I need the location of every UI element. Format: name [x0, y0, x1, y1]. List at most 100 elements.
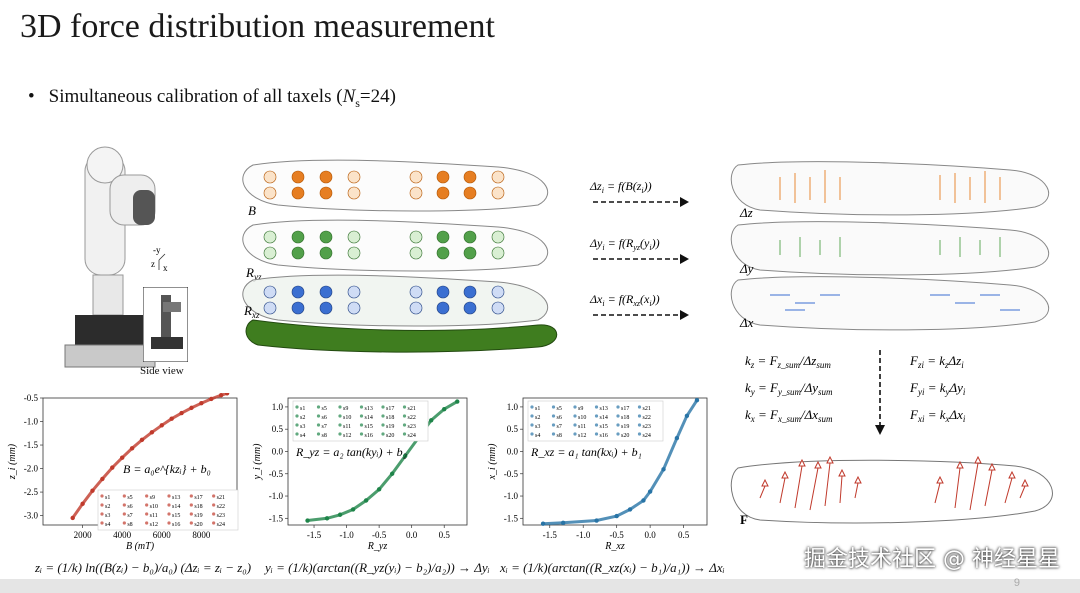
- data-point: [129, 446, 135, 451]
- insole-layers: B Ryz Rxz: [242, 159, 558, 353]
- x-tick-label: -1.5: [543, 530, 558, 540]
- legend-marker: [359, 423, 364, 427]
- legend-entry: s9: [150, 495, 155, 501]
- x-tick-label: 6000: [153, 530, 172, 540]
- legend-entry: s14: [365, 415, 373, 421]
- data-point: [100, 476, 105, 482]
- legend-entry: s18: [386, 415, 394, 421]
- dy-arrows: [779, 237, 1001, 257]
- legend-marker: [167, 494, 171, 498]
- legend-entry: s22: [408, 415, 416, 421]
- legend-marker: [338, 405, 342, 409]
- eq-fzi: Fzi = kzΔzi: [909, 353, 964, 370]
- force-arrows: [759, 462, 1026, 511]
- fit-equation: R_yz = a₂ tan(kyᵢ) + b₂: [295, 445, 407, 459]
- data-point: [189, 405, 194, 411]
- legend-marker: [189, 521, 193, 525]
- formula-z: zᵢ = (1/k) ln((B(zᵢ) − b₀)/a₀) (Δzᵢ = zᵢ…: [35, 560, 252, 575]
- legend-entry: s17: [621, 406, 629, 412]
- y-tick-label: -1.0: [269, 491, 284, 501]
- legend-entry: s20: [194, 522, 202, 528]
- legend-entry: s20: [621, 433, 629, 439]
- x-axis-label: R_yz: [367, 541, 388, 552]
- data-point: [139, 437, 145, 443]
- eq-kx: kx = Fx_sum/Δxsum: [745, 407, 833, 424]
- legend-entry: s1: [105, 495, 110, 501]
- x-tick-label: 0.5: [678, 530, 690, 540]
- legend-entry: s19: [386, 424, 394, 430]
- legend-marker: [212, 512, 216, 516]
- x-tick-label: -1.0: [339, 530, 354, 540]
- data-point: [179, 410, 184, 416]
- y-tick-label: -1.5: [24, 440, 39, 450]
- layer-ryz-taxels: [291, 230, 477, 260]
- fit-equation: R_xz = a₁ tan(kxᵢ) + b₁: [530, 445, 642, 459]
- legend-entry: s6: [322, 415, 327, 421]
- legend-entry: s17: [194, 495, 202, 501]
- data-point: [661, 467, 666, 472]
- y-tick-label: -1.0: [24, 417, 39, 427]
- legend-marker: [122, 512, 126, 516]
- legend-marker: [316, 414, 321, 418]
- legend-marker: [573, 432, 577, 436]
- layer-rxz-taxels: [291, 285, 477, 315]
- legend-marker: [381, 432, 385, 436]
- dz-arrows: [779, 170, 1001, 203]
- y-tick-label: 1.0: [272, 402, 284, 412]
- page-number: 9: [1013, 577, 1020, 589]
- legend-marker: [551, 423, 556, 427]
- map-dz-text: Δzi = f(B(zi)): [589, 179, 652, 195]
- legend-marker: [616, 405, 620, 409]
- legend-marker: [616, 414, 620, 418]
- legend-entry: s8: [127, 522, 132, 528]
- legend-entry: s4: [535, 433, 540, 439]
- legend-marker: [189, 512, 193, 516]
- legend-marker: [637, 405, 642, 409]
- legend-marker: [295, 414, 299, 418]
- legend-marker: [573, 423, 577, 427]
- x-tick-label: -1.5: [307, 530, 322, 540]
- legend-entry: s15: [172, 513, 180, 519]
- data-point: [149, 430, 155, 435]
- legend-entry: s5: [322, 406, 327, 412]
- y-tick-label: -0.5: [504, 469, 519, 479]
- data-point: [647, 489, 653, 494]
- legend-marker: [359, 414, 364, 418]
- chart-z-calibration: 2000 4000 6000 8000 -0.5 -1.0 -1.5 -2.0 -2.5 -3.0…: [7, 393, 239, 552]
- x-tick-label: 0.0: [645, 530, 657, 540]
- panel-dx: [730, 276, 1050, 331]
- legend-entry: s17: [386, 406, 394, 412]
- legend-marker: [167, 512, 171, 516]
- data-point: [674, 435, 680, 441]
- legend-marker: [402, 423, 407, 427]
- legend-marker: [212, 494, 216, 498]
- label-rxz: Rxz: [243, 303, 260, 320]
- bullet-text: • Simultaneous calibration of all taxels …: [28, 86, 396, 111]
- side-view-caption: Side view: [140, 365, 184, 377]
- layer-b-taxels: [291, 170, 477, 200]
- bottom-strip: [0, 579, 1080, 593]
- label-b: B: [248, 203, 256, 218]
- data-point: [119, 455, 125, 460]
- legend-entry: s2: [105, 504, 110, 510]
- legend-entry: s7: [557, 424, 562, 430]
- x-tick-label: -1.0: [576, 530, 591, 540]
- legend-marker: [212, 503, 216, 507]
- y-tick-label: 0.0: [507, 446, 519, 456]
- legend-marker: [551, 432, 556, 436]
- legend-marker: [316, 432, 321, 436]
- legend-marker: [402, 414, 407, 418]
- y-tick-label: -1.0: [504, 491, 519, 501]
- legend-entry: s14: [600, 415, 608, 421]
- data-point: [641, 498, 646, 503]
- data-point: [694, 398, 700, 403]
- formula-y: yᵢ = (1/k)(arctan((R_yz(yᵢ) − b₂)/a₂)) →…: [265, 560, 490, 575]
- axis-z-label: z: [151, 259, 155, 269]
- bullet-suffix: =24): [359, 86, 396, 107]
- legend-marker: [573, 405, 577, 409]
- legend-marker: [637, 423, 642, 427]
- legend-entry: s1: [300, 406, 305, 412]
- legend-marker: [122, 494, 126, 498]
- legend-marker: [573, 414, 577, 418]
- formula-x: xᵢ = (1/k)(arctan((R_xz(xᵢ) − b₁)/a₁)) →…: [500, 560, 725, 575]
